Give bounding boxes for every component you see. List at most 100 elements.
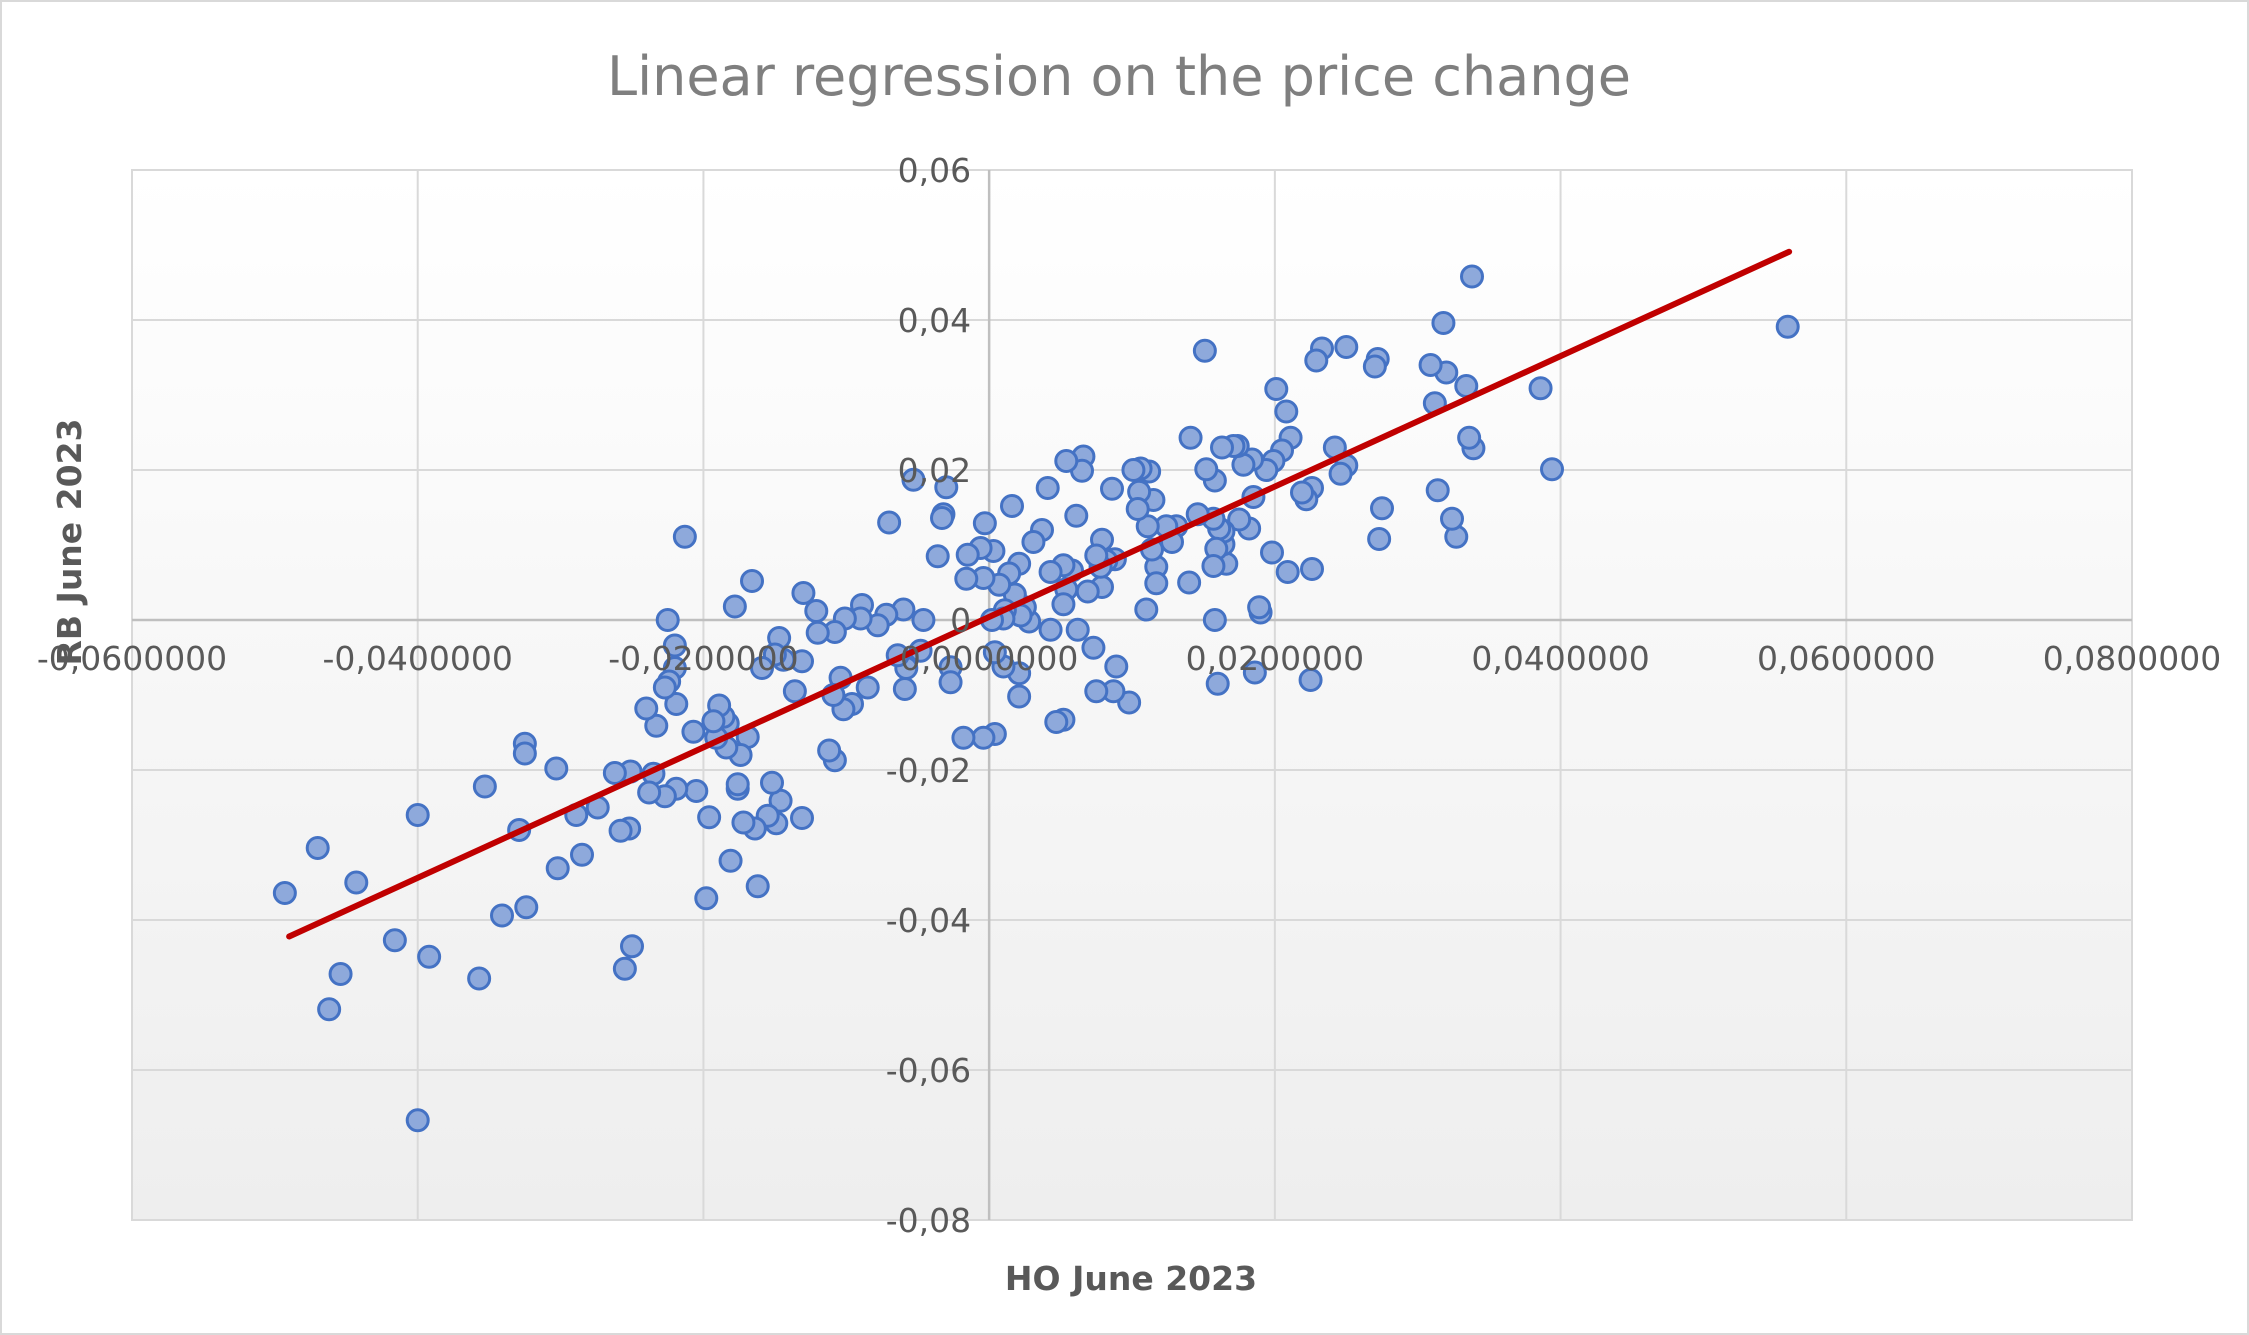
data-point — [1418, 353, 1443, 377]
data-point — [637, 780, 662, 805]
tick-labels: -0,0600000 -0,0400000 -0,0200000 0,0000000 0… — [37, 151, 2221, 1240]
x-tick-label: 0,0000000 — [900, 639, 1078, 678]
data-point — [1210, 435, 1234, 460]
data-point — [684, 779, 709, 803]
data-point — [1134, 597, 1159, 622]
data-point — [602, 761, 627, 785]
data-point — [694, 886, 719, 911]
data-point — [877, 510, 902, 535]
data-point — [901, 467, 926, 492]
data-point — [1125, 497, 1150, 521]
data-point — [344, 870, 369, 895]
y-tick-label: -0,04 — [886, 901, 971, 940]
data-point — [1205, 671, 1230, 696]
data-point — [725, 772, 750, 797]
data-point — [722, 594, 747, 619]
data-point — [1367, 527, 1392, 551]
data-point — [1334, 335, 1359, 359]
data-point — [1178, 425, 1203, 450]
x-tick-label: -0,0400000 — [323, 639, 513, 678]
data-point — [1275, 560, 1300, 584]
data-point — [1038, 560, 1063, 584]
data-point — [718, 848, 743, 873]
data-point — [791, 581, 816, 605]
data-point — [982, 640, 1007, 665]
data-point — [1051, 592, 1076, 617]
y-tick-label: 0,06 — [898, 151, 971, 190]
data-point — [1144, 571, 1169, 596]
data-point — [804, 599, 829, 623]
data-point — [892, 677, 917, 701]
data-point — [305, 836, 330, 860]
data-point — [1007, 684, 1032, 709]
data-point — [701, 709, 726, 734]
data-point — [655, 608, 680, 632]
data-point — [1304, 348, 1329, 373]
y-tick-label: -0,08 — [886, 1201, 971, 1240]
data-point — [955, 542, 980, 567]
data-point — [1457, 425, 1482, 450]
data-point — [1064, 503, 1089, 528]
data-point — [1290, 480, 1314, 505]
x-tick-label: 0,0200000 — [1186, 639, 1364, 678]
data-point — [1300, 557, 1324, 581]
data-point — [672, 524, 697, 549]
data-point — [1260, 540, 1284, 565]
data-point — [1117, 690, 1142, 715]
data-point — [1038, 617, 1063, 642]
data-point — [1194, 457, 1219, 482]
x-tick-label: -0,0200000 — [608, 639, 798, 678]
data-point — [1247, 595, 1272, 620]
data-point — [951, 725, 976, 750]
data-point — [272, 881, 297, 905]
data-point — [934, 475, 959, 500]
y-tick-label: 0 — [950, 601, 971, 640]
y-axis-title: RB June 2023 — [50, 418, 89, 665]
data-point — [1242, 660, 1267, 685]
data-point — [467, 966, 492, 991]
data-point — [1227, 507, 1252, 532]
data-point — [971, 725, 996, 750]
data-point — [805, 620, 830, 645]
y-tick-label: -0,06 — [886, 1051, 971, 1090]
data-point — [608, 818, 633, 843]
data-point — [405, 803, 430, 827]
x-tick-label: -0,0600000 — [37, 639, 227, 678]
data-point — [1192, 338, 1217, 363]
data-point — [1135, 514, 1160, 539]
data-point — [664, 692, 689, 716]
data-point — [1000, 494, 1024, 518]
data-point — [731, 810, 756, 835]
data-point — [472, 774, 497, 799]
data-point — [514, 895, 539, 920]
data-point — [745, 874, 770, 899]
data-point — [1065, 617, 1090, 642]
y-tick-label: -0,02 — [886, 751, 971, 790]
data-point — [405, 1108, 430, 1133]
data-point — [1104, 654, 1129, 679]
data-point — [634, 696, 659, 721]
data-point — [1044, 710, 1069, 734]
data-point — [512, 741, 537, 766]
y-tick-label: 0,02 — [898, 451, 971, 490]
y-tick-label: 0,04 — [898, 301, 971, 340]
data-point — [328, 962, 353, 986]
data-point — [1121, 458, 1146, 482]
data-point — [681, 719, 706, 744]
data-point — [612, 956, 637, 981]
data-point — [1202, 608, 1227, 632]
data-point — [652, 675, 677, 700]
data-point — [1100, 476, 1124, 501]
data-point — [620, 934, 644, 959]
data-point — [417, 944, 442, 969]
data-point — [1440, 506, 1464, 531]
data-point — [1054, 449, 1079, 473]
data-point — [760, 770, 784, 795]
data-point — [1081, 635, 1106, 660]
data-point — [1264, 377, 1289, 401]
data-point — [545, 856, 570, 881]
data-point — [1540, 457, 1564, 482]
data-point — [790, 806, 814, 830]
